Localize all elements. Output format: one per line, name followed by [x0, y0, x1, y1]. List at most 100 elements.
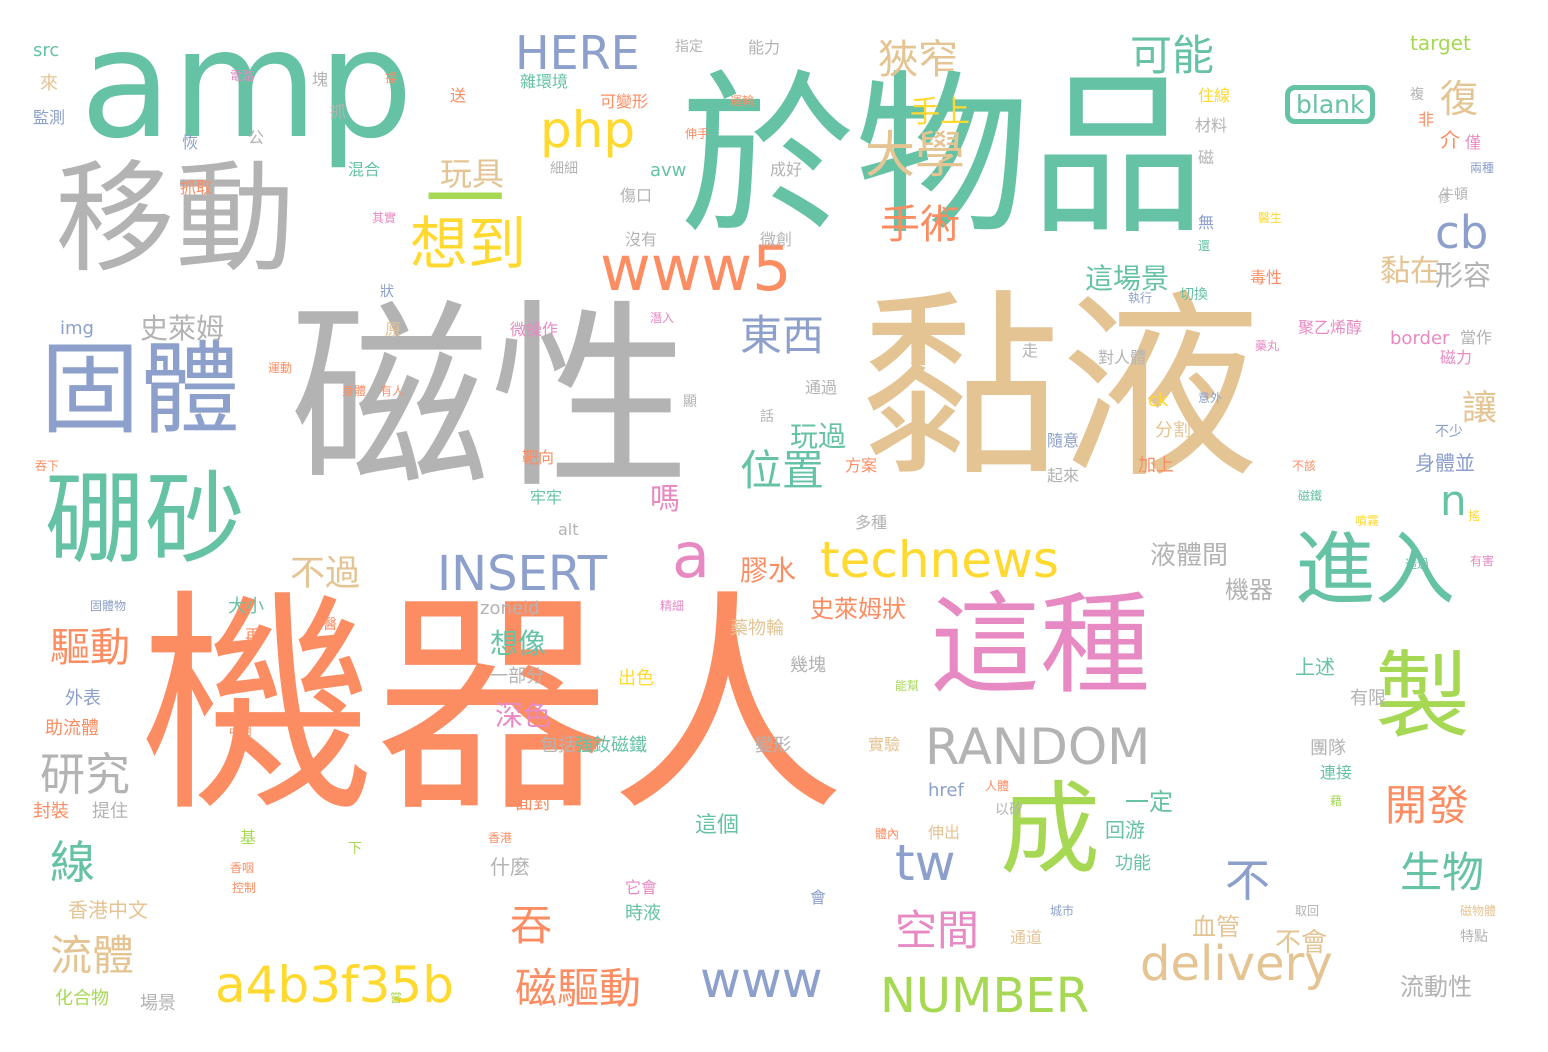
word-baxiang: 靶向 [522, 448, 555, 467]
word-yi3: 醫 [323, 617, 337, 633]
word-jin: 僅 [1465, 133, 1482, 152]
word-youhai: 有害 [1470, 554, 1495, 568]
word-amp: amp [80, 0, 414, 172]
word-zai: 再 [245, 626, 262, 645]
word-rang: 讓 [1462, 389, 1498, 429]
word-buhui: 不會 [1275, 928, 1328, 958]
word-fu: 復 [1440, 77, 1479, 121]
word-kaifa: 開發 [1385, 781, 1470, 830]
word-huan: 還 [1198, 239, 1211, 253]
word-avw: avw [650, 160, 687, 181]
word-kebianxing: 可變形 [600, 92, 649, 111]
word-jiaoshui: 膠水 [740, 554, 797, 587]
word-tun: 吞 [510, 901, 553, 950]
word-tongguo: 通過 [805, 378, 838, 397]
word-shenshou: 伸手 [685, 127, 710, 141]
word-keyong: 可用 [228, 724, 253, 738]
word-yaowan: 藥丸 [1255, 339, 1280, 353]
word-zhege: 這個 [695, 813, 740, 838]
word-img: img [60, 318, 94, 339]
word-yisheng: 醫生 [1258, 211, 1283, 225]
word-dianlu: 電路 [230, 69, 255, 83]
word-liangzhong: 兩種 [1470, 161, 1495, 175]
word-tizhu: 提住 [92, 801, 128, 822]
word-fei: 非 [1418, 110, 1435, 129]
word-renti: 人體 [985, 779, 1010, 793]
word-bugai: 不該 [1292, 459, 1317, 473]
word-guti: 固體 [40, 331, 240, 448]
word-duxing: 毒性 [1250, 268, 1283, 287]
word-ck: ck [1148, 390, 1169, 411]
word-tuandui: 團隊 [1310, 738, 1346, 759]
word-baokuo: 包括 [540, 735, 576, 756]
word-ciwuti: 磁物體 [1460, 904, 1497, 918]
word-kuai: 塊 [312, 70, 329, 89]
word-citie: 磁鐵 [1298, 489, 1323, 503]
word-yuwupin: 於物品 [680, 56, 1205, 259]
word-yanjiu: 研究 [40, 748, 131, 801]
word-shilaimuzhuang: 史萊姆狀 [810, 595, 906, 623]
word-xueguan: 血管 [1192, 913, 1240, 941]
word-shangkou: 傷口 [620, 186, 653, 205]
word-hua: 話 [760, 409, 774, 425]
word-fenge: 分割 [1155, 420, 1191, 441]
word-jiqi: 機器 [1225, 576, 1273, 604]
word-delivery: delivery [1140, 936, 1333, 992]
word-www5: www5 [600, 232, 792, 305]
word-ciqudong: 磁驅動 [515, 964, 642, 1013]
word-yi: 一 [425, 153, 505, 246]
word-duozhong: 多種 [855, 513, 888, 532]
word-yigui: 以矽 [995, 802, 1023, 818]
word-zhixing: 執行 [1128, 291, 1153, 305]
word-yidong: 移動 [55, 150, 295, 289]
word-daxiao: 大小 [228, 596, 264, 617]
word-nianzai: 黏在 [1380, 254, 1440, 289]
word-gongneng: 功能 [1115, 853, 1151, 874]
word-a4b3f35b: a4b3f35b [215, 956, 454, 1014]
word-qiehuan: 切換 [1180, 287, 1208, 303]
word-src: src [33, 40, 60, 61]
word-href: href [928, 780, 964, 801]
word-youxian: 有限 [1350, 688, 1386, 709]
word-cailiao: 材料 [1195, 116, 1228, 135]
word-zhezhong: 這種 [930, 581, 1150, 709]
word-ji: 基 [240, 828, 257, 847]
word-zhi: 製 [1375, 642, 1471, 752]
word-ma: 嗎 [650, 482, 680, 517]
word-here: HERE [515, 26, 640, 80]
word-bu: 不 [1225, 854, 1271, 907]
word-geng: 更 [718, 627, 732, 643]
word-zahuanjing: 雜環境 [520, 72, 569, 91]
word-hunhe: 混合 [348, 160, 381, 179]
word-shense: 深色 [495, 699, 552, 732]
word-yunshu: 運輸 [730, 94, 755, 108]
word-waibiao: 外表 [65, 688, 101, 709]
word-nianye: 黏液 [860, 273, 1261, 506]
word-xian2: 顯 [683, 394, 697, 410]
word-yaowulun: 藥物輪 [730, 618, 784, 639]
word-dongxi: 東西 [740, 311, 825, 360]
word-touguo: 透過 [1405, 557, 1430, 571]
word-youren: 有人 [380, 384, 405, 398]
word-zou: 走 [1022, 341, 1039, 360]
word-zhuliuti: 助流體 [45, 718, 99, 739]
word-tedian: 特點 [1460, 929, 1488, 945]
word-yundong: 運動 [268, 361, 293, 375]
word-yao: 搖 [1468, 509, 1481, 523]
word-duirenti: 對人體 [1098, 348, 1147, 367]
word-huahewu: 化合物 [55, 988, 109, 1009]
word-shangshu: 上述 [1295, 655, 1335, 679]
word-liuti: 流體 [50, 931, 135, 980]
word-tahui: 它會 [625, 878, 658, 897]
word-shiye: 時液 [625, 903, 661, 924]
word-chuse: 出色 [618, 668, 654, 689]
word-liudongxing: 流動性 [1400, 973, 1472, 1001]
word-tw: tw [895, 834, 956, 892]
word-niudun: 牛頓 [1440, 187, 1468, 203]
word-wu: 無 [1198, 213, 1215, 232]
word-meiyou: 沒有 [625, 230, 658, 249]
word-shenme: 什麼 [490, 855, 530, 879]
word-shengwu: 生物 [1400, 848, 1485, 897]
word-shoushu: 手術 [880, 202, 960, 248]
word-qilai: 起來 [1047, 466, 1080, 485]
